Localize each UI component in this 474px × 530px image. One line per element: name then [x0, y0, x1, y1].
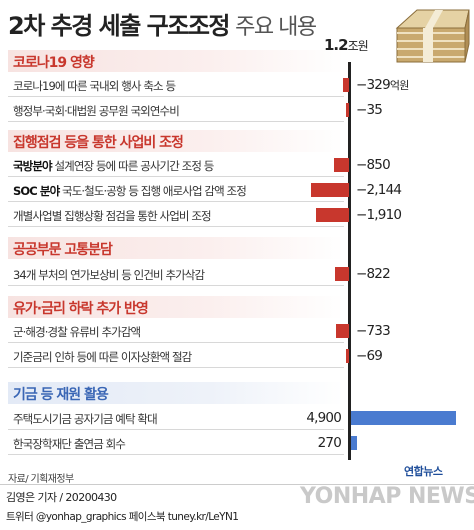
bar-10: [351, 436, 357, 450]
table-row: 34개 부처의 연가보상비 등 인건비 추가삭감: [8, 262, 344, 286]
section-header-covid: 코로나19 영향: [8, 50, 344, 72]
bar-value-label: −850: [356, 157, 391, 173]
title-sub: 주요 내용: [235, 15, 317, 40]
row-label: 34개 부처의 연가보상비 등 인건비 추가삭감: [13, 268, 205, 282]
footer-divider: [0, 484, 474, 485]
scale-label: 1.2조원: [324, 36, 369, 54]
scale-unit: 조원: [347, 39, 369, 53]
row-label: 국방분야 설계연장 등에 따른 공사기간 조정 등: [13, 159, 214, 173]
bar-value-label: −1,910: [356, 207, 402, 223]
table-row: 군·해경·경찰 유류비 추가감액: [8, 319, 344, 343]
bar-value-label: 270: [317, 435, 342, 451]
table-row: 국방분야 설계연장 등에 따른 공사기간 조정 등: [8, 153, 344, 177]
table-row: 개별사업별 집행상황 점검을 통한 사업비 조정: [8, 203, 344, 227]
bar-value-label: −329억원: [356, 77, 409, 93]
bar-9: [351, 411, 457, 425]
bar-2: [346, 103, 349, 117]
bar-1: [343, 78, 349, 92]
chart-title: 2차 추경 세출 구조조정 주요 내용: [8, 6, 317, 41]
table-row: 기준금리 인하 등에 따른 이자상환액 절감: [8, 344, 344, 368]
table-row: 한국장학재단 출연금 회수: [8, 431, 344, 455]
bar-value-label: −69: [356, 348, 383, 364]
bar-8: [346, 349, 349, 363]
bar-4: [311, 183, 349, 197]
social-links: 트위터 @yonhap_graphics 페이스북 tuney.kr/LeYN1: [6, 511, 239, 523]
scale-value: 1.2: [324, 36, 349, 54]
row-label: 주택도시기금 공자기금 예탁 확대: [13, 412, 158, 426]
section-header-funds: 기금 등 재원 활용: [8, 382, 344, 404]
section-header-execution: 집행점검 등을 통한 사업비 조정: [8, 130, 344, 152]
table-row: 코로나19에 따른 국내외 행사 축소 등: [8, 73, 344, 97]
row-label: 군·해경·경찰 유류비 추가감액: [13, 325, 141, 339]
money-stack-icon: [395, 9, 470, 63]
byline: 김영은 기자 / 20200430: [6, 491, 117, 504]
yonhap-watermark: YONHAP NEWS: [300, 484, 474, 509]
bar-5: [315, 208, 349, 222]
table-row: 행정부·국회·대법원 공무원 국외연수비: [8, 98, 344, 122]
bar-3: [334, 158, 349, 172]
source-note: 자료/ 기획재정부: [8, 474, 74, 485]
title-main: 2차 추경 세출 구조조정: [8, 12, 231, 40]
section-header-oil-rate: 유가·금리 하락 추가 반영: [8, 296, 344, 318]
bar-value-label: −2,144: [356, 182, 402, 198]
bar-6: [334, 267, 349, 281]
bar-value-label: 4,900: [306, 410, 341, 426]
zero-axis-line: [348, 62, 351, 460]
section-header-public: 공공부문 고통분담: [8, 237, 344, 259]
bar-value-label: −733: [356, 323, 391, 339]
yonhap-logo: 연합뉴스: [404, 465, 443, 478]
row-label: 기준금리 인하 등에 따른 이자상환액 절감: [13, 350, 192, 364]
table-row: 주택도시기금 공자기금 예탁 확대: [8, 406, 344, 430]
bar-value-label: −822: [356, 266, 391, 282]
row-label: 한국장학재단 출연금 회수: [13, 437, 126, 451]
table-row: SOC 분야 국도·철도·공항 등 집행 애로사업 감액 조정: [8, 178, 344, 202]
row-label: SOC 분야 국도·철도·공항 등 집행 애로사업 감액 조정: [13, 184, 247, 198]
row-label: 행정부·국회·대법원 공무원 국외연수비: [13, 104, 180, 118]
row-label: 개별사업별 집행상황 점검을 통한 사업비 조정: [13, 209, 212, 223]
bar-7: [336, 324, 349, 338]
row-label: 코로나19에 따른 국내외 행사 축소 등: [13, 79, 176, 93]
bar-value-label: −35: [356, 102, 383, 118]
